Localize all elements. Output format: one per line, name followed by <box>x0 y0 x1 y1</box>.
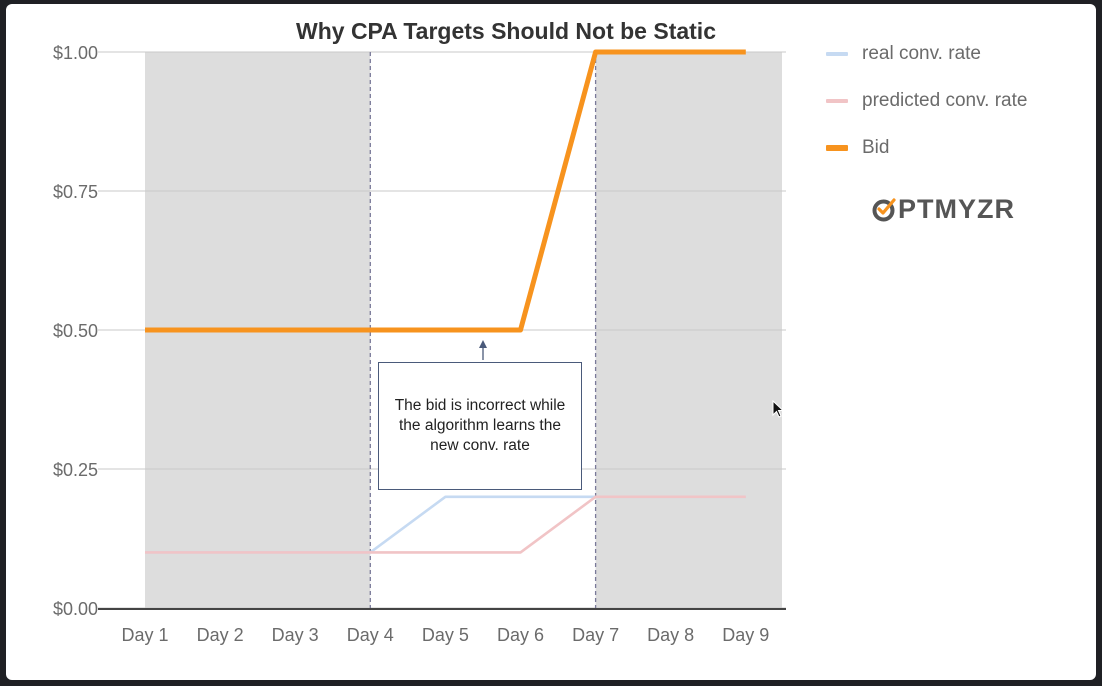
legend-item-real-conv-rate[interactable]: real conv. rate <box>826 42 1027 66</box>
annotation-arrowhead <box>479 340 487 348</box>
legend: real conv. rate predicted conv. rate Bid <box>826 42 1027 183</box>
y-tick-label: $0.75 <box>53 182 98 202</box>
x-tick-label: Day 4 <box>347 625 394 645</box>
legend-label: Bid <box>862 137 890 158</box>
legend-label: predicted conv. rate <box>862 90 1028 111</box>
annotation-box: The bid is incorrect while the algorithm… <box>378 362 582 490</box>
x-tick-label: Day 6 <box>497 625 544 645</box>
x-tick-label: Day 5 <box>422 625 469 645</box>
x-tick-label: Day 2 <box>197 625 244 645</box>
legend-swatch <box>826 52 848 56</box>
logo-o-check-icon <box>872 197 897 222</box>
y-tick-label: $0.50 <box>53 321 98 341</box>
y-tick-label: $1.00 <box>53 43 98 63</box>
legend-swatch <box>826 99 848 103</box>
legend-item-predicted-conv-rate[interactable]: predicted conv. rate <box>826 89 1027 113</box>
x-tick-label: Day 7 <box>572 625 619 645</box>
y-tick-label: $0.25 <box>53 460 98 480</box>
x-tick-label: Day 1 <box>121 625 168 645</box>
series-line-predicted-conv-rate <box>145 495 746 554</box>
annotation-text: The bid is incorrect while the algorithm… <box>394 397 566 454</box>
legend-swatch <box>826 145 848 151</box>
y-tick-label: $0.00 <box>53 599 98 619</box>
line-chart: $0.00 $0.25 $0.50 $0.75 $1.00 Day 1 Day 2 Day 3… <box>53 43 786 645</box>
chart-title: Why CPA Targets Should Not be Static <box>296 18 716 44</box>
mouse-cursor-icon <box>772 399 786 425</box>
x-tick-label: Day 8 <box>647 625 694 645</box>
x-tick-label: Day 3 <box>272 625 319 645</box>
x-tick-label: Day 9 <box>722 625 769 645</box>
legend-item-bid[interactable]: Bid <box>826 136 1027 160</box>
logo-text: PTMYZR <box>898 194 1015 224</box>
series-line-bid <box>145 49 746 333</box>
chart-frame: Why CPA Targets Should Not be Static $0.… <box>6 4 1096 680</box>
legend-label: real conv. rate <box>862 43 981 64</box>
optmyzr-logo: PTMYZR <box>872 194 1015 225</box>
